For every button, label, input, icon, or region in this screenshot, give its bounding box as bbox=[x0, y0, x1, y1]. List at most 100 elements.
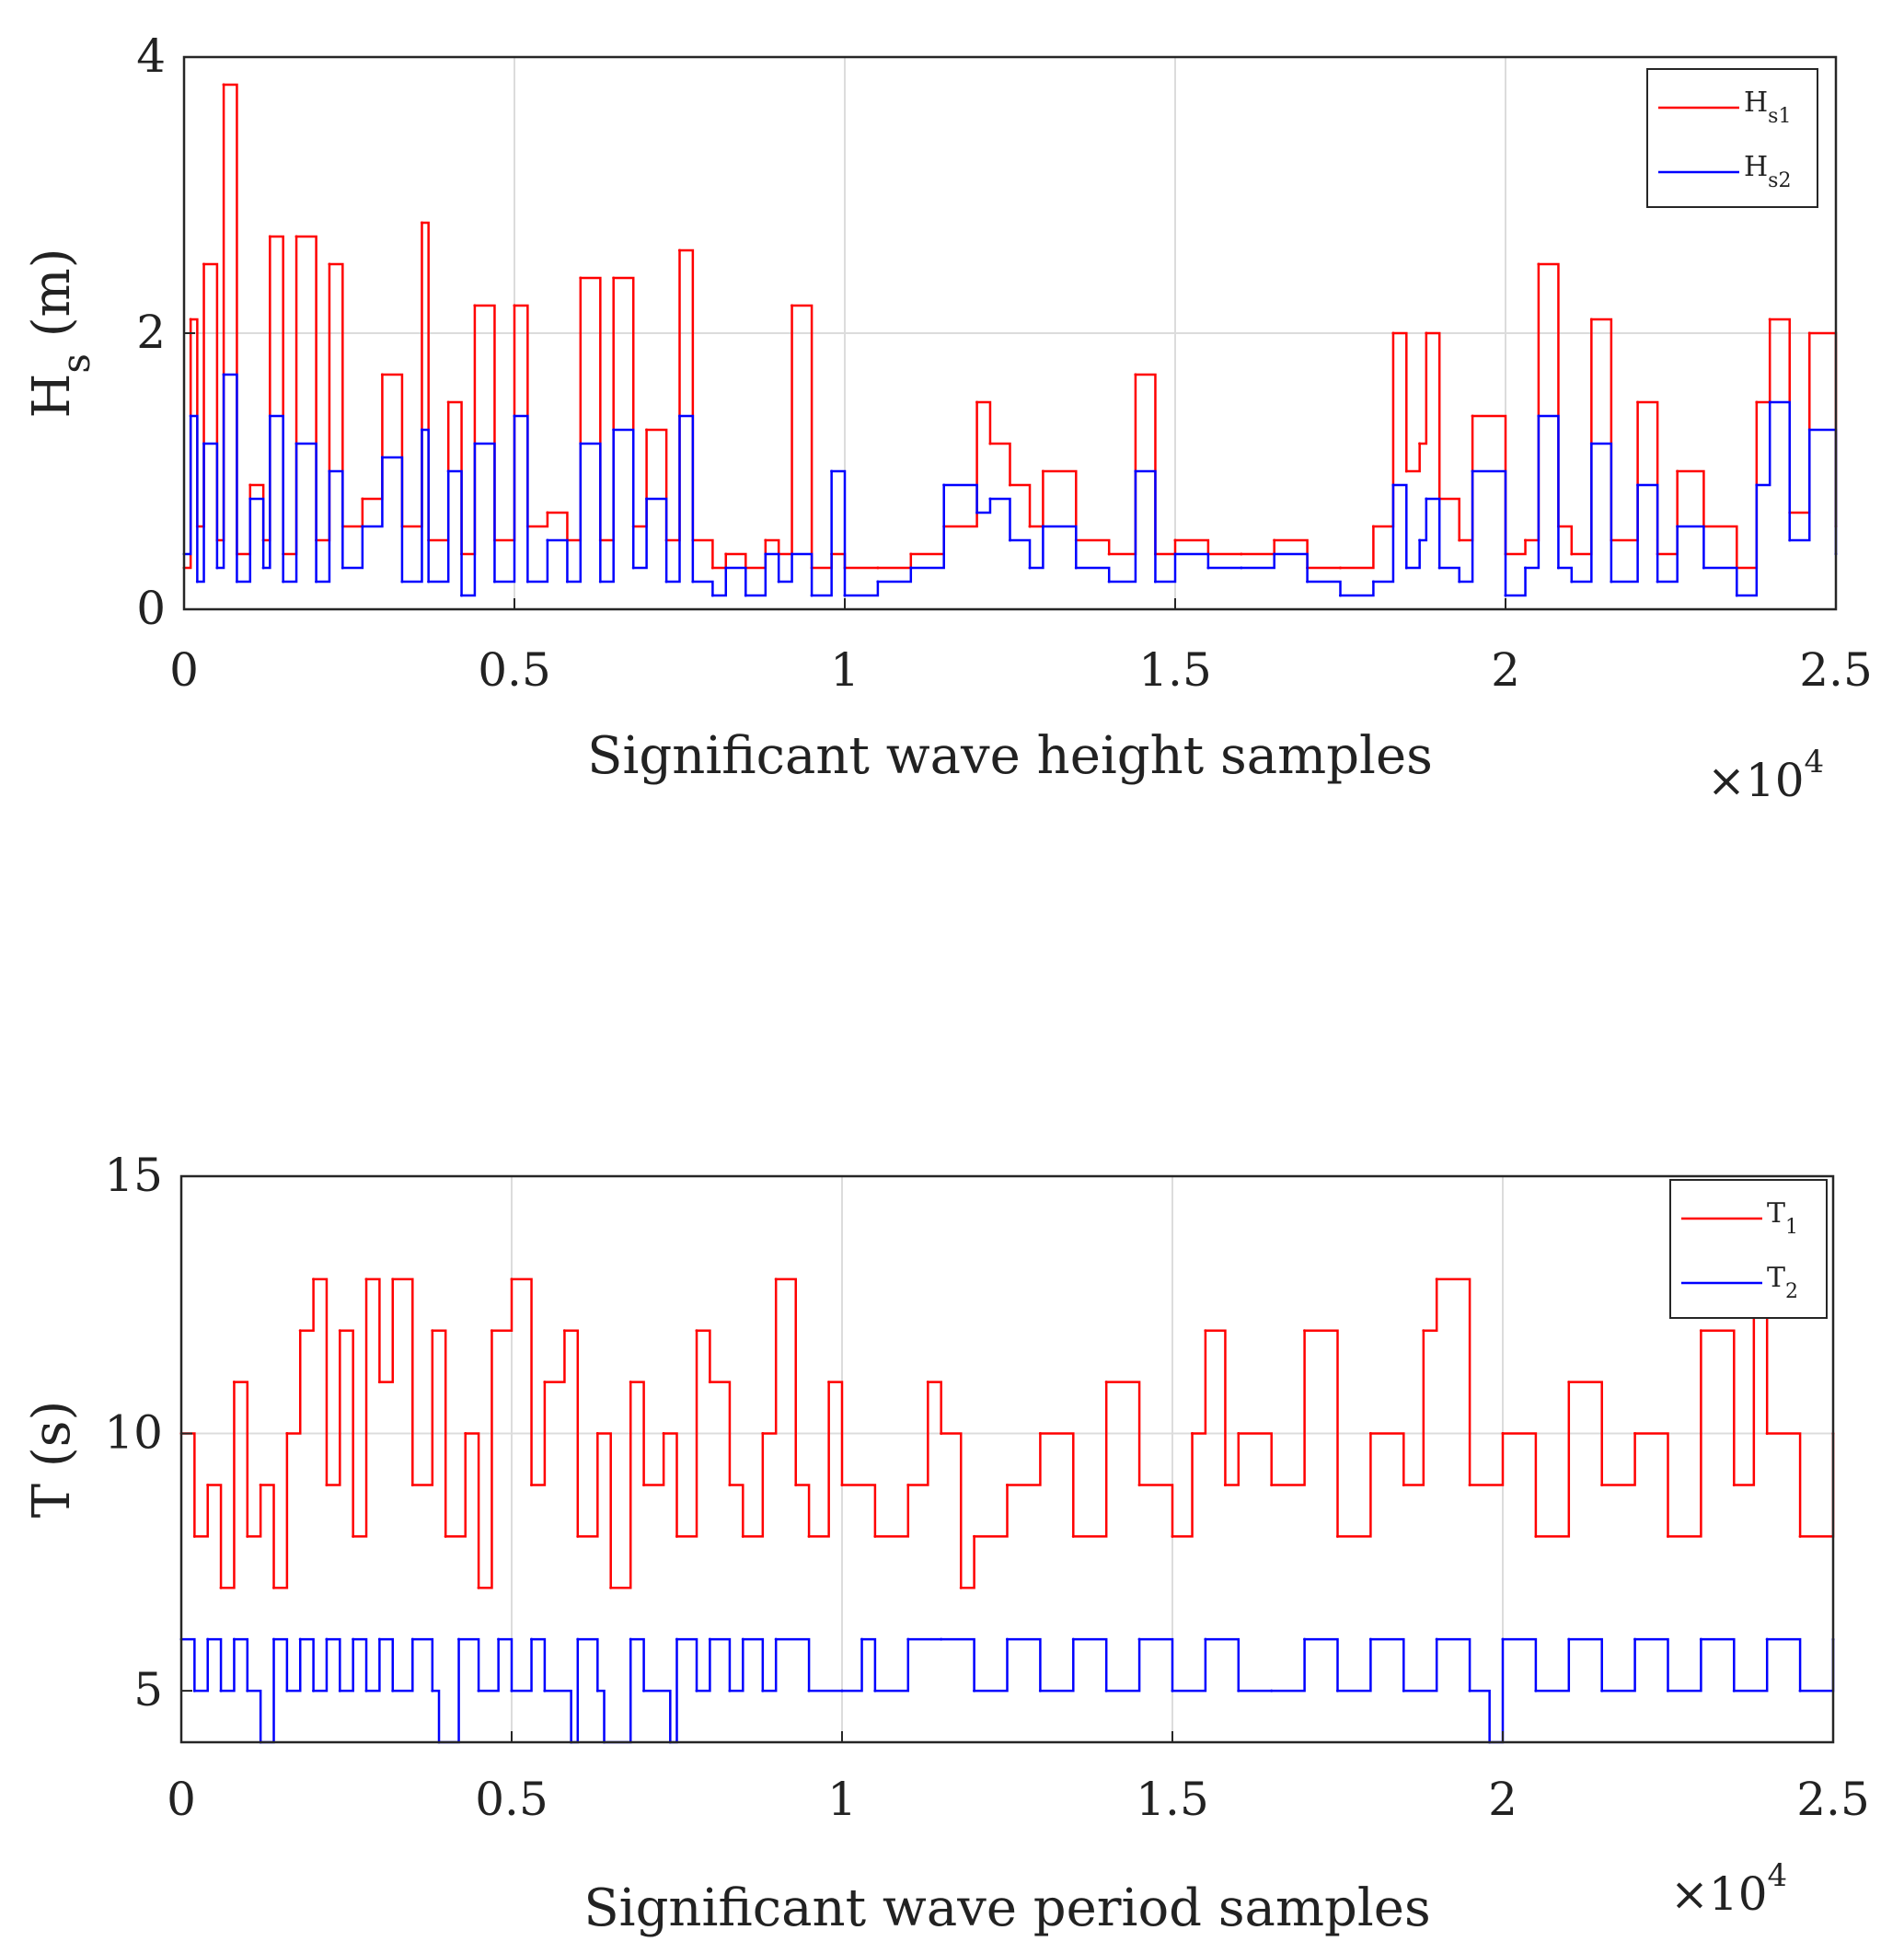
data-point bbox=[246, 1689, 249, 1693]
data-point bbox=[1735, 594, 1738, 597]
x-tick-label: 1 bbox=[830, 643, 860, 697]
data-point bbox=[1071, 1637, 1075, 1641]
data-point bbox=[530, 1637, 534, 1641]
data-point bbox=[1636, 400, 1640, 404]
x-tick-label: 2.5 bbox=[1799, 643, 1873, 697]
data-point bbox=[794, 1483, 798, 1486]
data-point bbox=[629, 1637, 632, 1641]
data-point bbox=[546, 538, 549, 542]
data-point bbox=[810, 594, 814, 597]
data-point bbox=[222, 83, 225, 87]
data-point bbox=[1336, 1689, 1339, 1693]
series-line-t2 bbox=[181, 1637, 1835, 1744]
data-point bbox=[1371, 580, 1375, 584]
data-point bbox=[361, 525, 364, 528]
x-tick-label: 2 bbox=[1488, 1773, 1517, 1826]
data-point bbox=[664, 580, 668, 584]
data-point bbox=[595, 1432, 599, 1436]
data-point bbox=[1404, 566, 1408, 570]
data-point bbox=[595, 1689, 599, 1693]
data-point bbox=[477, 1689, 480, 1693]
data-point bbox=[1006, 1637, 1009, 1641]
data-point bbox=[940, 1432, 943, 1436]
data-point bbox=[525, 580, 529, 584]
data-point bbox=[1368, 1637, 1372, 1641]
data-point bbox=[1171, 1689, 1174, 1693]
data-point bbox=[1371, 525, 1375, 528]
data-point bbox=[1038, 1689, 1042, 1693]
data-point bbox=[790, 552, 794, 556]
data-point bbox=[328, 262, 331, 266]
data-point bbox=[1418, 538, 1422, 542]
x-axis-label: Significant wave period samples bbox=[583, 1878, 1430, 1938]
data-point bbox=[1422, 1329, 1425, 1333]
data-point bbox=[464, 1432, 467, 1436]
data-point bbox=[1699, 1329, 1702, 1333]
data-point bbox=[1667, 1689, 1669, 1693]
series-line-t1 bbox=[181, 1277, 1835, 1589]
data-point bbox=[710, 566, 714, 570]
data-point bbox=[576, 1637, 580, 1641]
data-point bbox=[364, 1689, 368, 1693]
data-point bbox=[1028, 566, 1032, 570]
data-point bbox=[268, 414, 271, 418]
data-point bbox=[352, 1637, 355, 1641]
data-point bbox=[1306, 580, 1310, 584]
data-point bbox=[1468, 1483, 1471, 1486]
data-point bbox=[546, 511, 549, 514]
series-line-hs1 bbox=[184, 83, 1838, 570]
y-tick-label: 5 bbox=[133, 1663, 163, 1716]
y-tick-label: 0 bbox=[136, 582, 166, 635]
data-point bbox=[1589, 442, 1593, 445]
data-point bbox=[312, 1689, 316, 1693]
data-point bbox=[338, 1329, 341, 1333]
data-point bbox=[906, 1483, 910, 1486]
axes-box bbox=[179, 1174, 1835, 1744]
data-point bbox=[1134, 469, 1137, 473]
data-point bbox=[431, 1329, 434, 1333]
data-point bbox=[609, 1586, 613, 1589]
data-point bbox=[565, 580, 569, 584]
data-point bbox=[1137, 1637, 1141, 1641]
data-point bbox=[1798, 1534, 1802, 1538]
data-point bbox=[598, 580, 602, 584]
data-point bbox=[909, 566, 913, 570]
data-point bbox=[1425, 497, 1428, 501]
data-point bbox=[1303, 1637, 1307, 1641]
data-point bbox=[975, 400, 979, 404]
legend: T1 T2 bbox=[1669, 1179, 1828, 1319]
data-point bbox=[724, 552, 728, 556]
data-point bbox=[1556, 566, 1560, 570]
data-point bbox=[1534, 1689, 1538, 1693]
data-point bbox=[1537, 262, 1541, 266]
data-point bbox=[543, 1689, 547, 1693]
data-point bbox=[942, 483, 946, 487]
data-point bbox=[1636, 483, 1640, 487]
data-point bbox=[1006, 1483, 1009, 1486]
data-point bbox=[1765, 1637, 1769, 1641]
wave-period-panel: 0 0.5 1 1.5 2 2.5 5 10 15 Significant wave period… bbox=[22, 1149, 1870, 1938]
x-tick-label: 1.5 bbox=[1138, 643, 1212, 697]
data-point bbox=[477, 1586, 480, 1589]
data-point bbox=[975, 511, 979, 514]
data-point bbox=[380, 456, 384, 459]
data-point bbox=[206, 1483, 210, 1486]
data-point bbox=[1104, 1689, 1108, 1693]
wave-height-panel: 0 0.5 1 1.5 2 2.5 0 2 4 Significant wave height s… bbox=[22, 29, 1873, 807]
y-axis-label: Hs (m) bbox=[22, 248, 98, 418]
data-point bbox=[662, 1432, 665, 1436]
data-point bbox=[340, 566, 344, 570]
data-point bbox=[1765, 1432, 1769, 1436]
data-point bbox=[728, 1689, 732, 1693]
data-point bbox=[873, 1534, 877, 1538]
data-point bbox=[840, 1483, 844, 1486]
x-tick-label: 0 bbox=[169, 643, 199, 697]
data-point bbox=[1504, 594, 1507, 597]
x-tick-label: 2 bbox=[1491, 643, 1520, 697]
data-point bbox=[259, 1483, 262, 1486]
data-point bbox=[328, 469, 331, 473]
data-point bbox=[1425, 331, 1428, 335]
data-point bbox=[1458, 538, 1461, 542]
data-point bbox=[1570, 552, 1574, 556]
data-point bbox=[1009, 538, 1011, 542]
